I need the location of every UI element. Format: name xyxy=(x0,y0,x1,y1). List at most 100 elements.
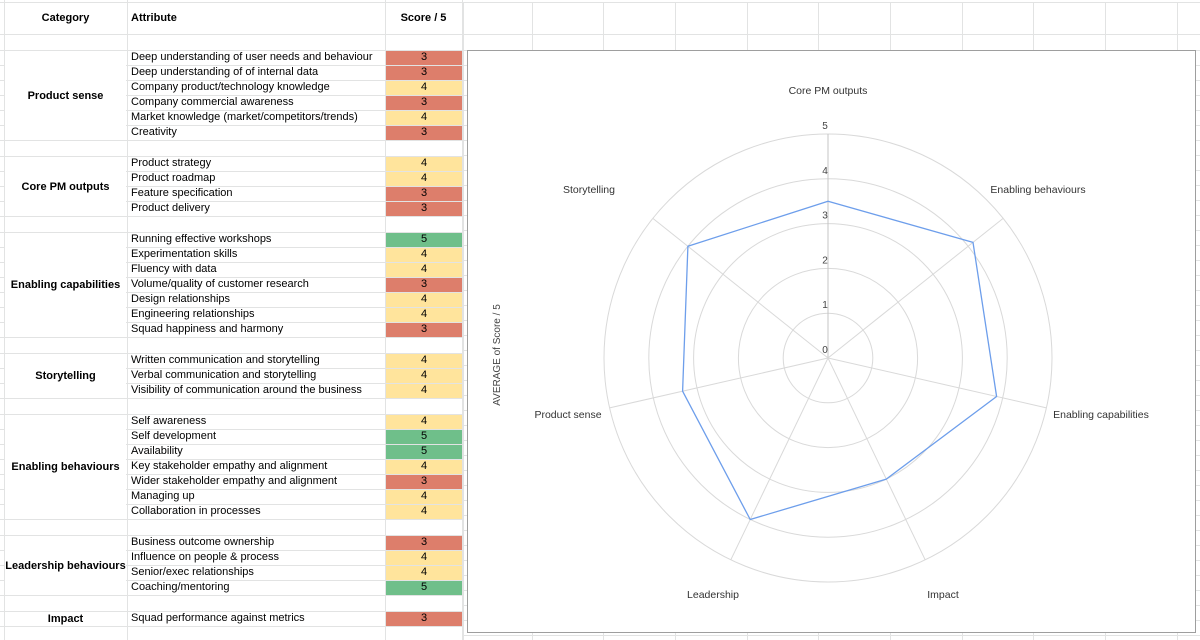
category-cell[interactable]: Core PM outputs xyxy=(5,157,126,216)
score-cell[interactable]: 4 xyxy=(386,368,462,383)
attribute-cell[interactable]: Influence on people & process xyxy=(131,550,279,565)
attribute-cell[interactable]: Experimentation skills xyxy=(131,247,237,262)
category-cell[interactable]: Enabling behaviours xyxy=(5,415,126,519)
score-cell[interactable]: 5 xyxy=(386,444,462,459)
attribute-cell[interactable]: Fluency with data xyxy=(131,262,217,277)
radar-tick-label: 5 xyxy=(822,121,828,132)
score-cell[interactable]: 4 xyxy=(386,353,462,368)
attribute-cell[interactable]: Product delivery xyxy=(131,201,210,216)
table-row-line xyxy=(0,140,462,141)
radar-tick-label: 2 xyxy=(822,255,828,266)
attribute-cell[interactable]: Deep understanding of user needs and beh… xyxy=(131,50,373,65)
attribute-cell[interactable]: Verbal communication and storytelling xyxy=(131,368,316,383)
table-column-line xyxy=(462,0,463,640)
attribute-cell[interactable]: Self awareness xyxy=(131,414,206,429)
radar-axis-label: Leadership xyxy=(687,589,739,601)
category-cell[interactable]: Product sense xyxy=(5,51,126,140)
attribute-cell[interactable]: Product strategy xyxy=(131,156,211,171)
category-cell[interactable]: Enabling capabilities xyxy=(5,233,126,337)
attribute-cell[interactable]: Running effective workshops xyxy=(131,232,271,247)
score-cell[interactable]: 4 xyxy=(386,80,462,95)
score-cell[interactable]: 3 xyxy=(386,125,462,140)
score-cell[interactable]: 5 xyxy=(386,429,462,444)
attribute-cell[interactable]: Wider stakeholder empathy and alignment xyxy=(131,474,337,489)
attribute-cell[interactable]: Squad happiness and harmony xyxy=(131,322,283,337)
attribute-cell[interactable]: Written communication and storytelling xyxy=(131,353,320,368)
score-cell[interactable]: 4 xyxy=(386,550,462,565)
table-row-line xyxy=(0,216,462,217)
attribute-cell[interactable]: Market knowledge (market/competitors/tre… xyxy=(131,110,358,125)
table-row-line xyxy=(0,519,462,520)
radar-chart[interactable]: 012345Core PM outputsEnabling behaviours… xyxy=(467,50,1196,633)
spreadsheet: Category Attribute Score / 5 Deep unders… xyxy=(0,0,1200,640)
table-column-line xyxy=(127,0,128,640)
category-cell[interactable]: Storytelling xyxy=(5,354,126,398)
attribute-cell[interactable]: Company product/technology knowledge xyxy=(131,80,330,95)
score-cell[interactable]: 3 xyxy=(386,186,462,201)
radar-tick-label: 3 xyxy=(822,211,828,222)
attribute-cell[interactable]: Self development xyxy=(131,429,216,444)
score-cell[interactable]: 3 xyxy=(386,611,462,626)
score-cell[interactable]: 3 xyxy=(386,474,462,489)
score-cell[interactable]: 4 xyxy=(386,307,462,322)
score-cell[interactable]: 3 xyxy=(386,65,462,80)
score-cell[interactable]: 3 xyxy=(386,50,462,65)
attribute-cell[interactable]: Business outcome ownership xyxy=(131,535,274,550)
score-cell[interactable]: 4 xyxy=(386,565,462,580)
score-cell[interactable]: 3 xyxy=(386,277,462,292)
score-cell[interactable]: 4 xyxy=(386,383,462,398)
attribute-cell[interactable]: Product roadmap xyxy=(131,171,215,186)
attribute-cell[interactable]: Design relationships xyxy=(131,292,230,307)
score-cell[interactable]: 4 xyxy=(386,459,462,474)
grid-row-line xyxy=(463,34,1200,35)
attribute-cell[interactable]: Company commercial awareness xyxy=(131,95,294,110)
column-header-category[interactable]: Category xyxy=(4,2,127,34)
attribute-cell[interactable]: Creativity xyxy=(131,125,177,140)
attribute-cell[interactable]: Coaching/mentoring xyxy=(131,580,229,595)
chart-axis-title: AVERAGE of Score / 5 xyxy=(492,304,503,406)
attribute-cell[interactable]: Managing up xyxy=(131,489,195,504)
table-column-line xyxy=(385,0,386,640)
attribute-cell[interactable]: Deep understanding of of internal data xyxy=(131,65,318,80)
score-cell[interactable]: 4 xyxy=(386,489,462,504)
score-cell[interactable]: 4 xyxy=(386,292,462,307)
score-cell[interactable]: 4 xyxy=(386,156,462,171)
attribute-cell[interactable]: Collaboration in processes xyxy=(131,504,261,519)
score-cell[interactable]: 3 xyxy=(386,535,462,550)
score-cell[interactable]: 4 xyxy=(386,262,462,277)
radar-spoke xyxy=(731,358,828,560)
column-header-score[interactable]: Score / 5 xyxy=(385,2,462,34)
attribute-cell[interactable]: Key stakeholder empathy and alignment xyxy=(131,459,327,474)
radar-chart-canvas: 012345Core PM outputsEnabling behaviours… xyxy=(468,51,1195,632)
score-cell[interactable]: 4 xyxy=(386,110,462,125)
score-cell[interactable]: 5 xyxy=(386,232,462,247)
score-cell[interactable]: 3 xyxy=(386,322,462,337)
score-cell[interactable]: 5 xyxy=(386,580,462,595)
attribute-cell[interactable]: Volume/quality of customer research xyxy=(131,277,309,292)
score-cell[interactable]: 3 xyxy=(386,95,462,110)
attribute-cell[interactable]: Senior/exec relationships xyxy=(131,565,254,580)
radar-axis-label: Storytelling xyxy=(563,184,615,196)
radar-axis-label: Core PM outputs xyxy=(789,85,868,97)
attribute-cell[interactable]: Availability xyxy=(131,444,183,459)
radar-spoke xyxy=(610,358,828,408)
category-cell[interactable]: Leadership behaviours xyxy=(5,536,126,595)
score-cell[interactable]: 4 xyxy=(386,504,462,519)
radar-axis-label: Enabling behaviours xyxy=(990,184,1085,196)
attribute-cell[interactable]: Squad performance against metrics xyxy=(131,611,305,626)
score-cell[interactable]: 4 xyxy=(386,171,462,186)
score-cell[interactable]: 3 xyxy=(386,201,462,216)
grid-row-line xyxy=(463,635,1200,636)
radar-axis-label: Impact xyxy=(927,589,959,601)
attribute-cell[interactable]: Visibility of communication around the b… xyxy=(131,383,362,398)
score-cell[interactable]: 4 xyxy=(386,414,462,429)
attribute-cell[interactable]: Feature specification xyxy=(131,186,233,201)
radar-spoke xyxy=(828,358,1046,408)
category-cell[interactable]: Impact xyxy=(5,612,126,626)
column-header-attribute[interactable]: Attribute xyxy=(131,2,177,34)
radar-tick-label: 0 xyxy=(822,345,828,356)
radar-tick-label: 1 xyxy=(822,300,828,311)
attribute-cell[interactable]: Engineering relationships xyxy=(131,307,255,322)
score-cell[interactable]: 4 xyxy=(386,247,462,262)
radar-axis-label: Enabling capabilities xyxy=(1053,409,1149,421)
